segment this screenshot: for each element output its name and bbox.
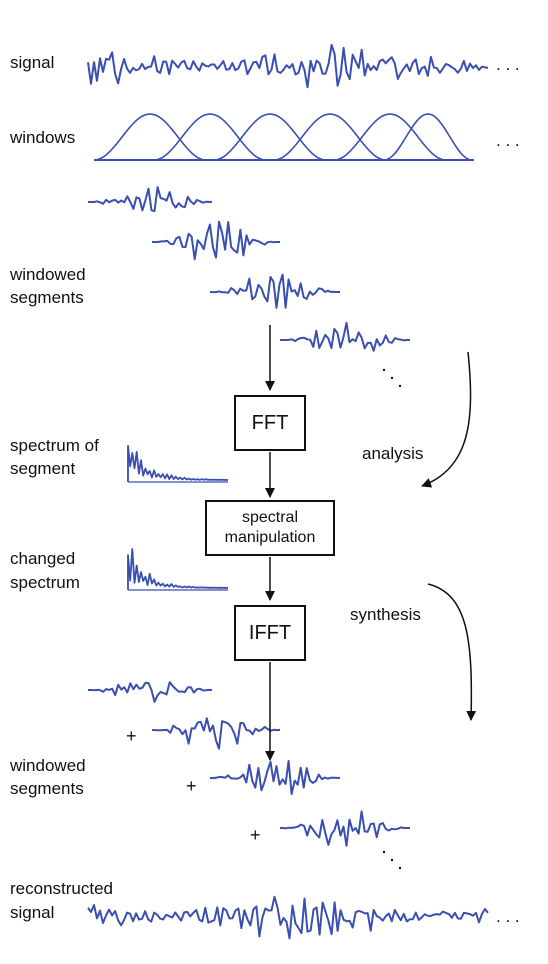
window-curve xyxy=(383,113,473,161)
plus-sign: + xyxy=(186,776,197,796)
plus-sign: + xyxy=(126,726,137,746)
windowed-segments-label-line1: windowed xyxy=(10,265,86,284)
fft-box-label: FFT xyxy=(251,411,289,434)
windows-label: windows xyxy=(10,128,76,147)
changed-spectrum-label-line2: spectrum xyxy=(10,573,80,592)
windowed-segment-waveform xyxy=(209,760,341,795)
signal-label: signal xyxy=(10,53,55,72)
continuation-dots-bottom xyxy=(382,850,402,870)
windowed-segment-waveform xyxy=(209,273,340,309)
signal-ellipsis: . . . xyxy=(496,55,520,74)
analysis-label: analysis xyxy=(362,444,424,463)
reconstructed-signal-label-line2: signal xyxy=(10,903,55,922)
windowed-segment-waveform xyxy=(280,810,410,847)
spectral-manipulation-label-line1: spectral xyxy=(241,509,299,526)
reconstructed-signal-label-line1: reconstructed xyxy=(10,879,113,898)
changed-spectrum-label-line1: changed xyxy=(10,549,76,568)
fft-box: FFT xyxy=(234,395,306,451)
windowed-segments-bottom-label-line2: segments xyxy=(10,779,84,798)
window-curve xyxy=(273,113,387,161)
windowed-segment-waveform xyxy=(88,681,213,703)
windowed-segment-waveform xyxy=(151,717,281,750)
window-functions-group xyxy=(93,113,474,161)
windowed-segment-waveform xyxy=(152,220,280,261)
windowed-segment-waveform xyxy=(280,321,411,352)
ifft-box-label: IFFT xyxy=(248,621,292,644)
spectrum-of-segment-label-line2: segment xyxy=(10,459,76,478)
windows-ellipsis: . . . xyxy=(496,131,520,150)
spectrum-of-segment-plot xyxy=(127,444,229,482)
window-curve xyxy=(333,113,447,161)
changed-spectrum-plot xyxy=(127,548,229,590)
window-curve xyxy=(93,113,207,161)
spectrum-of-segment-label-line1: spectrum of xyxy=(10,436,99,455)
continuation-dots-top xyxy=(382,368,402,388)
reconstructed-signal-waveform xyxy=(87,895,489,940)
analysis-curved-arrow xyxy=(421,351,472,488)
plus-sign: + xyxy=(250,825,261,845)
window-curve xyxy=(153,113,267,161)
windowed-segments-label-line2: segments xyxy=(10,288,84,307)
signal-waveform xyxy=(87,43,489,89)
windowed-segments-bottom-label-line1: windowed xyxy=(10,756,86,775)
spectra-group xyxy=(127,444,229,591)
spectral-manipulation-box: spectral manipulation xyxy=(205,500,335,556)
waveforms-group xyxy=(87,43,489,940)
synthesis-label: synthesis xyxy=(350,605,421,624)
synthesis-curved-arrow xyxy=(427,583,477,721)
ifft-box: IFFT xyxy=(234,605,306,661)
window-curve xyxy=(213,113,327,161)
spectral-manipulation-label-line2: manipulation xyxy=(224,529,316,546)
windowed-segment-waveform xyxy=(88,186,213,212)
reconstructed-ellipsis: . . . xyxy=(496,907,520,926)
